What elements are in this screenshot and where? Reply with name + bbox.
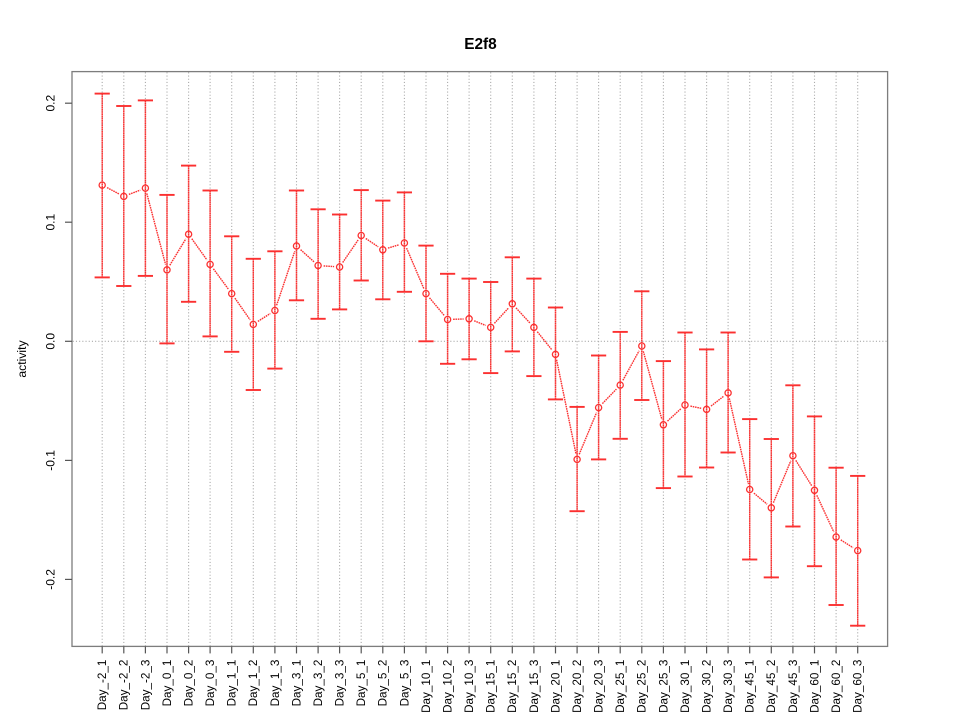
svg-text:Day_3_2: Day_3_2 [312, 660, 325, 707]
svg-text:Day_15_3: Day_15_3 [528, 660, 541, 713]
svg-text:Day_25_3: Day_25_3 [657, 660, 670, 713]
svg-text:Day_45_1: Day_45_1 [744, 660, 757, 713]
svg-text:Day_5_3: Day_5_3 [398, 660, 411, 707]
svg-text:Day_1_1: Day_1_1 [226, 660, 239, 707]
svg-text:Day_1_2: Day_1_2 [247, 660, 260, 707]
svg-text:Day_10_3: Day_10_3 [463, 660, 476, 713]
svg-text:Day_-2_2: Day_-2_2 [118, 660, 131, 711]
svg-text:Day_-2_3: Day_-2_3 [139, 660, 152, 711]
svg-text:0.0: 0.0 [43, 333, 57, 350]
svg-text:Day_3_1: Day_3_1 [290, 660, 303, 707]
svg-text:Day_25_1: Day_25_1 [614, 660, 627, 713]
svg-text:Day_0_3: Day_0_3 [204, 660, 217, 707]
svg-text:Day_1_3: Day_1_3 [269, 660, 282, 707]
svg-text:Day_25_2: Day_25_2 [636, 660, 649, 713]
svg-text:Day_10_1: Day_10_1 [420, 660, 433, 713]
svg-text:Day_15_2: Day_15_2 [506, 660, 519, 713]
svg-text:E2f8: E2f8 [464, 36, 497, 53]
svg-text:Day_60_1: Day_60_1 [808, 660, 821, 713]
svg-text:Day_5_1: Day_5_1 [355, 660, 368, 707]
svg-text:activity: activity [15, 339, 29, 377]
svg-text:-0.1: -0.1 [43, 450, 57, 471]
svg-text:Day_3_3: Day_3_3 [334, 660, 347, 707]
svg-text:Day_20_2: Day_20_2 [571, 660, 584, 713]
svg-text:Day_30_1: Day_30_1 [679, 660, 692, 713]
svg-text:Day_0_2: Day_0_2 [183, 660, 196, 707]
svg-text:Day_20_3: Day_20_3 [593, 660, 606, 713]
svg-text:Day_10_2: Day_10_2 [442, 660, 455, 713]
svg-text:Day_30_3: Day_30_3 [722, 660, 735, 713]
svg-text:0.2: 0.2 [43, 95, 57, 112]
svg-text:0.1: 0.1 [43, 214, 57, 231]
svg-text:Day_60_3: Day_60_3 [852, 660, 865, 713]
svg-text:Day_20_1: Day_20_1 [549, 660, 562, 713]
svg-text:Day_45_2: Day_45_2 [765, 660, 778, 713]
svg-text:Day_5_2: Day_5_2 [377, 660, 390, 707]
svg-text:Day_0_1: Day_0_1 [161, 660, 174, 707]
svg-text:Day_45_3: Day_45_3 [787, 660, 800, 713]
svg-text:Day_60_2: Day_60_2 [830, 660, 843, 713]
svg-text:-0.2: -0.2 [43, 569, 57, 590]
svg-text:Day_30_2: Day_30_2 [701, 660, 714, 713]
svg-text:Day_-2_1: Day_-2_1 [96, 660, 109, 711]
svg-text:Day_15_1: Day_15_1 [485, 660, 498, 713]
